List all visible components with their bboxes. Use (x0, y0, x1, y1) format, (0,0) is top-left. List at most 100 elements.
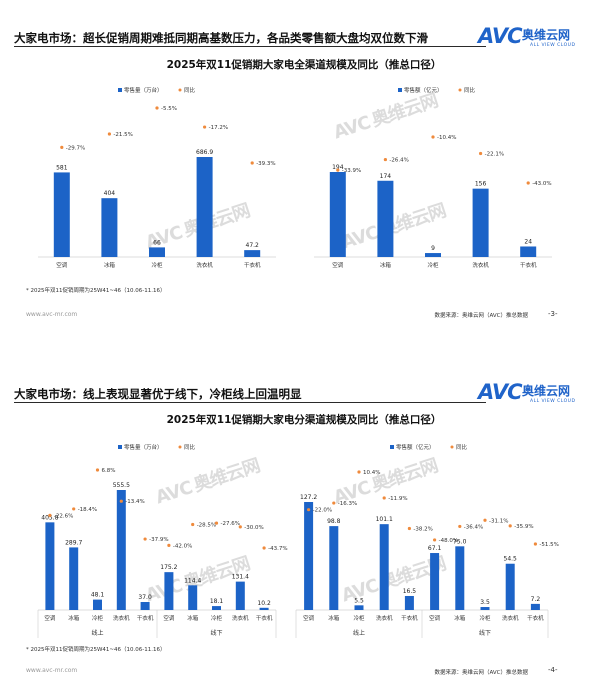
category-tick-label: 空调 (163, 614, 175, 622)
bar (69, 547, 79, 610)
bar-value-label: 9 (431, 245, 435, 252)
bar-value-label: 686.9 (196, 149, 213, 156)
bar-value-label: 194 (332, 164, 344, 171)
bar-value-label: 37.0 (138, 594, 152, 601)
bar (116, 490, 126, 610)
yoy-point (155, 106, 159, 110)
logo-avc-text: AVC (478, 380, 522, 404)
category-tick-label: 干衣机 (520, 261, 537, 269)
yoy-label: -22.1% (485, 152, 504, 158)
website: www.avc-mr.com (26, 667, 78, 674)
yoy-label: -43.7% (268, 546, 287, 552)
bar (379, 524, 389, 610)
yoy-label: -43.0% (532, 181, 551, 187)
bar (304, 502, 314, 610)
bar-value-label: 405.8 (41, 514, 58, 521)
yoy-point (479, 151, 483, 156)
yoy-point (483, 518, 487, 522)
bar (140, 602, 150, 610)
bar-value-label: 127.2 (300, 494, 317, 501)
bar (164, 572, 174, 610)
yoy-label: -26.4% (389, 158, 408, 164)
bar (329, 526, 339, 610)
legend-label-yoy: 同比 (464, 86, 476, 94)
category-tick-label: 洗衣机 (196, 261, 213, 269)
yoy-point (533, 542, 538, 546)
chart-volume-by-channel: 零售量（万台） 同比 405.8 空调 -22.6% 289.7 冰箱 -18.4% 48.1 冷… (37, 443, 288, 638)
yoy-label: -30.0% (244, 525, 263, 531)
category-tick-label: 空调 (56, 261, 68, 269)
yoy-point (332, 501, 336, 505)
slide-heading: 大家电市场：线上表现显著优于线下，冷柜线上回温明显 (14, 387, 302, 401)
bar-value-label: 18.1 (210, 598, 224, 605)
bar (472, 188, 489, 257)
bar (505, 563, 515, 610)
legend-label-yoy: 同比 (184, 86, 196, 94)
category-tick-label: 干衣机 (244, 261, 261, 269)
legend-label-bar: 零售量（万台） (124, 86, 163, 94)
bar (329, 172, 346, 257)
bar (53, 172, 70, 257)
bar-value-label: 75.0 (453, 538, 467, 545)
yoy-point (95, 468, 100, 472)
data-source: 数据来源：奥维云网（AVC）推总数据 (434, 313, 528, 319)
data-source: 数据来源：奥维云网（AVC）推总数据 (434, 670, 528, 676)
footnote: * 2025年双11促销周期为25W41~46（10.06-11.16） (26, 647, 166, 653)
bar-value-label: 54.5 (504, 556, 518, 563)
yoy-label: -31.1% (489, 518, 508, 524)
yoy-point (143, 537, 147, 541)
yoy-label: -39.3% (256, 161, 275, 167)
yoy-point (203, 125, 207, 129)
yoy-point (72, 507, 76, 511)
yoy-point (107, 132, 111, 136)
yoy-label: -21.5% (113, 132, 132, 138)
category-tick-label: 洗衣机 (232, 614, 249, 622)
category-tick-label: 冰箱 (328, 614, 340, 622)
yoy-point (167, 543, 171, 547)
category-tick-label: 冰箱 (187, 614, 199, 622)
website: www.avc-mr.com (26, 311, 78, 318)
bar (93, 599, 102, 610)
category-tick-label: 冷柜 (92, 614, 104, 622)
yoy-point (119, 499, 123, 503)
bar (530, 603, 540, 610)
yoy-point (357, 470, 361, 474)
category-tick-label: 冷柜 (353, 614, 365, 622)
legend-label-yoy: 同比 (184, 443, 196, 451)
chart-value-by-channel: 零售额（亿元） 同比 127.2 空调 -22.0% 98.8 冰箱 -16.3% 5.5 冷柜 1… (295, 443, 559, 638)
yoy-label: 10.4% (363, 470, 380, 476)
yoy-point (508, 524, 512, 528)
slide-4: 大家电市场：线上表现显著优于线下，冷柜线上回温明显 AVC 奥维云网 ALL V… (0, 345, 608, 691)
yoy-label: -37.9% (149, 537, 168, 543)
logo-avc-text: AVC (478, 24, 522, 48)
bar (188, 585, 198, 610)
legend-swatch-bar (118, 445, 122, 449)
bar-value-label: 10.2 (257, 600, 271, 607)
category-tick-label: 空调 (303, 614, 315, 622)
group-label: 线上 (91, 629, 103, 637)
bar (425, 253, 441, 257)
bar (480, 607, 490, 610)
bar-value-label: 66 (153, 239, 161, 246)
bar-value-label: 289.7 (65, 539, 82, 546)
yoy-label: -36.4% (464, 524, 483, 530)
logo-cn-text: 奥维云网 (522, 28, 571, 42)
footnote: * 2025年双11促销周期为25W41~46（10.06-11.16） (26, 288, 166, 294)
bar-value-label: 47.2 (246, 242, 260, 249)
yoy-label: -28.5% (197, 523, 216, 529)
yoy-point (262, 546, 266, 550)
yoy-label: -22.0% (313, 508, 332, 514)
legend-label-bar: 零售额（亿元） (396, 443, 435, 451)
yoy-point (191, 522, 195, 527)
yoy-label: 6.8% (102, 468, 116, 474)
page-number: -4- (548, 666, 558, 674)
bar-value-label: 114.4 (184, 577, 201, 584)
yoy-label: -5.5% (161, 106, 177, 112)
category-tick-label: 冷柜 (211, 614, 223, 622)
bar-value-label: 7.2 (531, 596, 541, 603)
legend-swatch-bar (118, 88, 122, 92)
yoy-point (407, 526, 411, 531)
yoy-label: -17.2% (209, 125, 228, 131)
yoy-point (48, 513, 52, 518)
yoy-label: -10.4% (437, 135, 456, 141)
